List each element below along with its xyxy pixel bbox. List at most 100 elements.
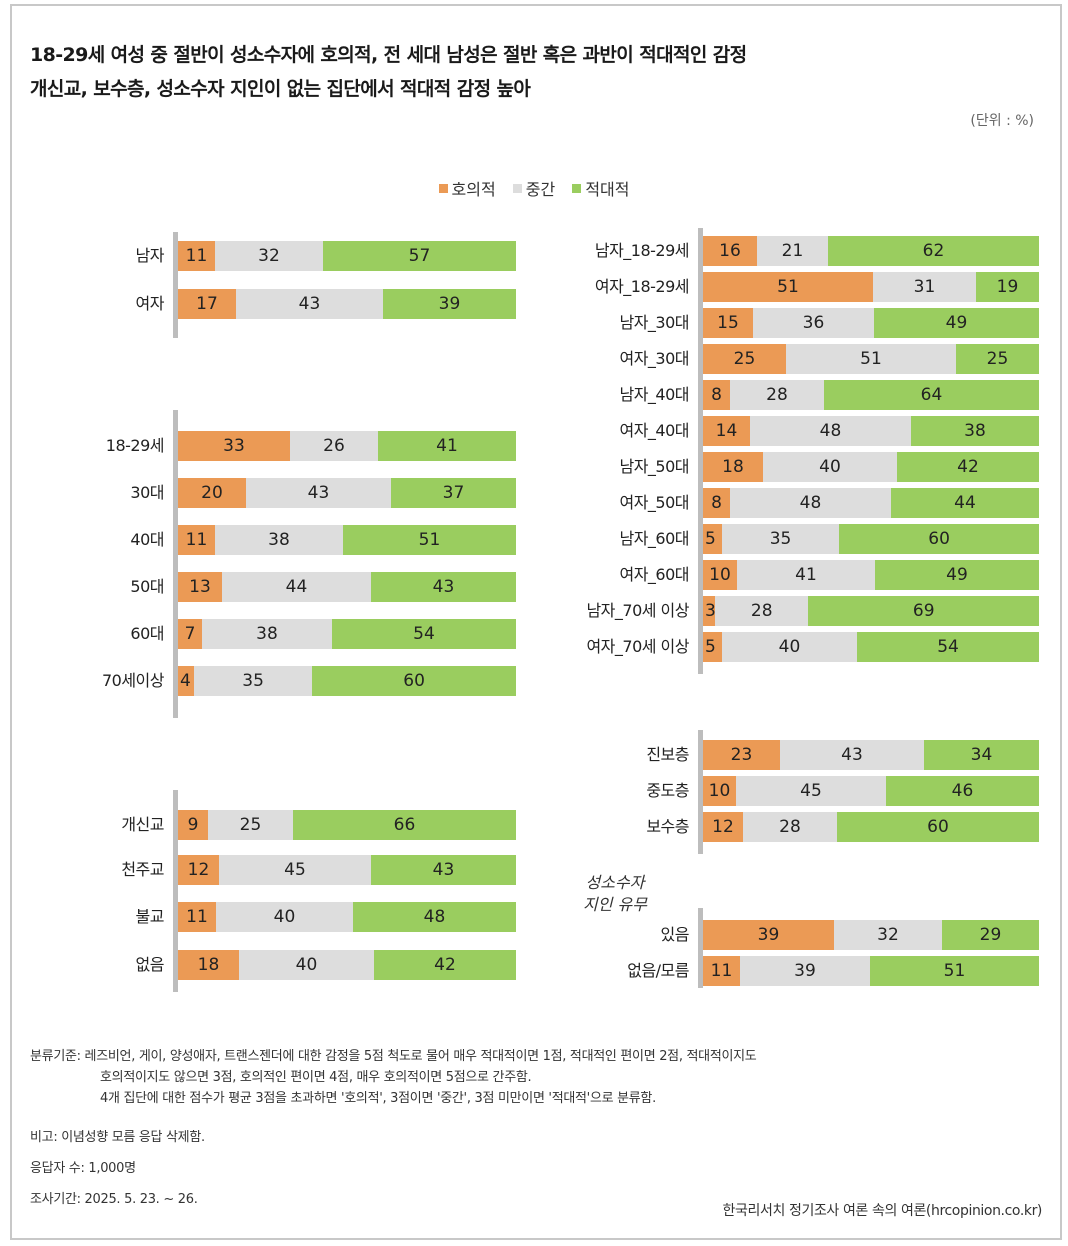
stacked-bar: 23 43 34 <box>703 740 1039 770</box>
bar-segment-neutral: 35 <box>721 524 840 554</box>
data-label: 11 <box>186 907 208 927</box>
data-label: 42 <box>957 457 979 477</box>
bar-segment-neutral: 21 <box>757 236 828 266</box>
bar-segment-favorable: 3 <box>703 596 716 626</box>
bar-segment-neutral: 40 <box>721 632 858 662</box>
bar-row: 여자_18-29세 51 31 19 <box>595 272 1039 302</box>
bar-segment-favorable: 8 <box>703 380 730 410</box>
bar-row: 없음 18 40 42 <box>136 950 516 980</box>
data-label: 54 <box>413 624 435 644</box>
axis-line <box>173 790 178 992</box>
data-label: 8 <box>711 385 722 405</box>
data-label: 57 <box>408 246 431 266</box>
stacked-bar: 10 41 49 <box>703 560 1039 590</box>
data-label: 16 <box>719 241 741 261</box>
stacked-bar: 17 43 39 <box>178 289 516 319</box>
note-remark: 비고: 이념성향 모름 응답 삭제함. <box>30 1130 205 1145</box>
data-label: 18 <box>197 955 220 975</box>
legend-item-favorable: 호의적 <box>438 176 496 200</box>
data-label: 51 <box>777 277 799 297</box>
stacked-bar: 51 31 19 <box>703 272 1039 302</box>
data-label: 8 <box>711 493 722 513</box>
stacked-bar: 3 28 69 <box>703 596 1039 626</box>
legend-item-neutral: 중간 <box>512 176 556 200</box>
bar-segment-favorable: 4 <box>178 666 194 696</box>
data-label: 44 <box>285 577 308 597</box>
data-label: 28 <box>779 817 801 837</box>
bar-segment-hostile: 60 <box>312 666 516 696</box>
data-label: 69 <box>912 601 935 621</box>
data-label: 43 <box>298 294 321 314</box>
bar-row: 남자_50대 18 40 42 <box>619 452 1039 482</box>
bar-segment-hostile: 64 <box>824 380 1039 410</box>
data-label: 40 <box>778 637 801 657</box>
bar-segment-favorable: 20 <box>178 478 246 508</box>
data-label: 41 <box>436 436 458 456</box>
note-criteria-1: 분류기준: 레즈비언, 게이, 양성애자, 트랜스젠더에 대한 감정을 5점 척… <box>30 1049 757 1064</box>
bar-segment-favorable: 39 <box>703 920 834 950</box>
bar-row: 보수층 12 28 60 <box>646 812 1039 842</box>
bar-segment-neutral: 41 <box>737 560 875 590</box>
bar-row: 여자_60대 10 41 49 <box>619 560 1039 590</box>
notes: 분류기준: 레즈비언, 게이, 양성애자, 트랜스젠더에 대한 감정을 5점 척… <box>30 1046 757 1109</box>
bar-segment-neutral: 32 <box>834 920 942 950</box>
data-label: 44 <box>954 493 976 513</box>
note-respondents: 응답자 수: 1,000명 <box>30 1161 136 1176</box>
data-label: 32 <box>258 246 280 266</box>
bar-segment-hostile: 54 <box>857 632 1039 662</box>
data-label: 39 <box>794 961 816 981</box>
data-label: 7 <box>184 624 196 644</box>
data-label: 43 <box>841 745 863 765</box>
bar-segment-neutral: 38 <box>202 619 332 649</box>
data-label: 38 <box>268 530 290 550</box>
category-label: 18-29세 <box>105 436 165 455</box>
bar-segment-hostile: 44 <box>891 488 1039 518</box>
bar-row: 여자_40대 14 48 38 <box>619 416 1039 446</box>
bar-row: 중도층 10 45 46 <box>646 776 1039 806</box>
bar-segment-favorable: 33 <box>178 431 290 461</box>
bar-segment-hostile: 69 <box>808 596 1039 626</box>
bar-row: 천주교 12 45 43 <box>121 855 516 885</box>
data-label: 43 <box>432 577 455 597</box>
category-label: 70세이상 <box>101 671 165 690</box>
legend-label-neutral: 중간 <box>525 180 556 199</box>
bar-row: 진보층 23 43 34 <box>646 740 1039 770</box>
data-label: 42 <box>434 955 456 975</box>
data-label: 40 <box>819 457 841 477</box>
chart-title-line1: 18-29세 여성 중 절반이 성소수자에 호의적, 전 세대 남성은 절반 혹… <box>30 44 747 66</box>
category-label: 남자_70세 이상 <box>586 601 689 620</box>
category-label: 60대 <box>130 624 164 643</box>
data-label: 18 <box>722 457 744 477</box>
stacked-bar: 11 32 57 <box>178 241 516 271</box>
bar-segment-hostile: 49 <box>875 560 1039 590</box>
bar-row: 여자_70세 이상 5 40 54 <box>586 632 1039 662</box>
stacked-bar: 12 45 43 <box>178 855 516 885</box>
data-label: 19 <box>996 277 1019 297</box>
data-label: 43 <box>432 860 455 880</box>
category-label: 천주교 <box>121 860 164 879</box>
data-label: 48 <box>423 907 446 927</box>
bar-segment-favorable: 10 <box>703 776 736 806</box>
data-label: 3 <box>705 601 716 621</box>
data-label: 28 <box>750 601 773 621</box>
category-label: 여자_40대 <box>619 421 689 440</box>
category-label: 중도층 <box>646 781 689 800</box>
bar-segment-neutral: 28 <box>715 596 809 626</box>
category-label: 남자_18-29세 <box>594 241 690 260</box>
bar-segment-favorable: 5 <box>703 524 722 554</box>
data-label: 48 <box>819 421 842 441</box>
bar-segment-neutral: 36 <box>753 308 874 338</box>
note-criteria-2: 호의적이지도 않으면 3점, 호의적인 편이면 4점, 매우 호의적이면 5점으… <box>100 1070 532 1085</box>
bar-segment-hostile: 49 <box>874 308 1039 338</box>
bar-segment-favorable: 7 <box>178 619 202 649</box>
data-label: 46 <box>951 781 974 801</box>
bar-segment-neutral: 38 <box>215 525 343 555</box>
bar-segment-hostile: 54 <box>332 619 516 649</box>
stacked-bar: 14 48 38 <box>703 416 1039 446</box>
category-label: 남자 <box>135 246 165 265</box>
bar-segment-favorable: 17 <box>178 289 236 319</box>
stacked-bar: 20 43 37 <box>178 478 516 508</box>
data-label: 49 <box>945 313 968 333</box>
data-label: 43 <box>307 483 330 503</box>
axis-line <box>698 228 703 674</box>
